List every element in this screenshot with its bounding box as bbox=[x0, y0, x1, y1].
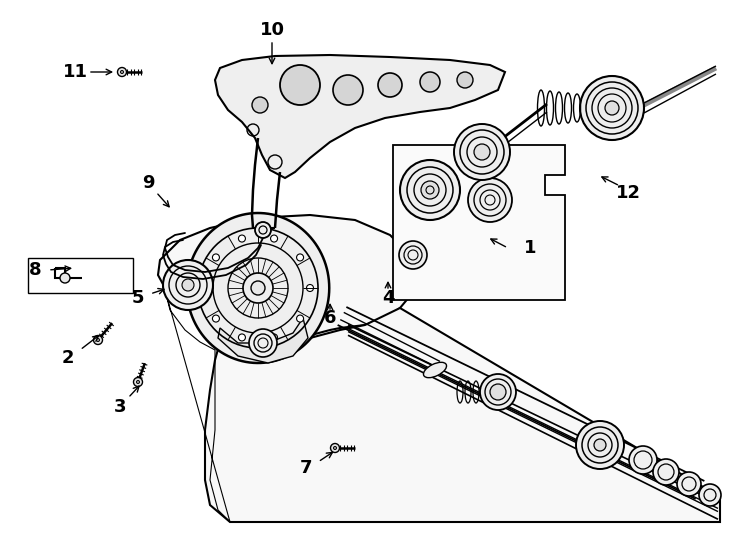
Text: 7: 7 bbox=[299, 459, 312, 477]
Circle shape bbox=[239, 334, 245, 341]
Polygon shape bbox=[158, 215, 420, 340]
Circle shape bbox=[699, 484, 721, 506]
Ellipse shape bbox=[424, 362, 446, 377]
Circle shape bbox=[249, 329, 277, 357]
Text: 1: 1 bbox=[524, 239, 537, 257]
Text: 12: 12 bbox=[616, 184, 641, 202]
Circle shape bbox=[251, 281, 265, 295]
Circle shape bbox=[252, 97, 268, 113]
Text: 6: 6 bbox=[324, 309, 336, 327]
Circle shape bbox=[239, 235, 245, 242]
Circle shape bbox=[117, 68, 126, 77]
Circle shape bbox=[280, 65, 320, 105]
Circle shape bbox=[137, 381, 139, 383]
Text: 9: 9 bbox=[142, 174, 154, 192]
Circle shape bbox=[333, 75, 363, 105]
Text: 8: 8 bbox=[29, 261, 41, 279]
Circle shape bbox=[271, 334, 277, 341]
Circle shape bbox=[580, 76, 644, 140]
Circle shape bbox=[576, 421, 624, 469]
Circle shape bbox=[307, 285, 313, 292]
Text: 10: 10 bbox=[260, 21, 285, 39]
Text: 5: 5 bbox=[131, 289, 145, 307]
Text: 11: 11 bbox=[62, 63, 87, 81]
Polygon shape bbox=[186, 213, 330, 363]
Circle shape bbox=[212, 254, 219, 261]
Polygon shape bbox=[218, 318, 308, 363]
Circle shape bbox=[333, 447, 336, 449]
Circle shape bbox=[677, 472, 701, 496]
Circle shape bbox=[134, 377, 142, 387]
Circle shape bbox=[454, 124, 510, 180]
Circle shape bbox=[297, 254, 304, 261]
Text: 3: 3 bbox=[114, 398, 126, 416]
Circle shape bbox=[93, 335, 103, 345]
Circle shape bbox=[163, 260, 213, 310]
Circle shape bbox=[330, 443, 340, 453]
Circle shape bbox=[421, 181, 439, 199]
Circle shape bbox=[594, 439, 606, 451]
Circle shape bbox=[60, 273, 70, 283]
Circle shape bbox=[480, 374, 516, 410]
Bar bbox=[28, 258, 133, 293]
Circle shape bbox=[629, 446, 657, 474]
Circle shape bbox=[399, 241, 427, 269]
Text: 2: 2 bbox=[62, 349, 74, 367]
Circle shape bbox=[255, 222, 271, 238]
Circle shape bbox=[271, 235, 277, 242]
Circle shape bbox=[400, 160, 460, 220]
Circle shape bbox=[605, 101, 619, 115]
Circle shape bbox=[457, 72, 473, 88]
Polygon shape bbox=[215, 55, 505, 178]
Polygon shape bbox=[393, 145, 565, 300]
Text: 4: 4 bbox=[382, 289, 394, 307]
Circle shape bbox=[203, 285, 209, 292]
Circle shape bbox=[378, 73, 402, 97]
Circle shape bbox=[420, 72, 440, 92]
Circle shape bbox=[96, 339, 100, 341]
Circle shape bbox=[490, 384, 506, 400]
Circle shape bbox=[468, 178, 512, 222]
Circle shape bbox=[182, 279, 194, 291]
Circle shape bbox=[653, 459, 679, 485]
Circle shape bbox=[120, 71, 123, 73]
Polygon shape bbox=[205, 308, 720, 522]
Circle shape bbox=[297, 315, 304, 322]
Circle shape bbox=[212, 315, 219, 322]
Circle shape bbox=[474, 144, 490, 160]
